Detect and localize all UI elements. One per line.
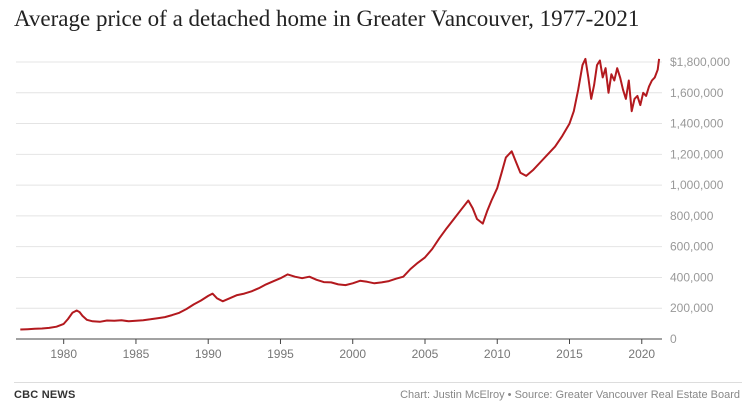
y-axis: 0 200,000 400,000 600,000 800,000 1,000,000 1,… — [670, 55, 730, 346]
x-tick-label: 2015 — [556, 347, 583, 361]
price-series-line — [20, 57, 661, 331]
x-tick-label: 2010 — [484, 347, 511, 361]
series — [20, 57, 661, 331]
y-tick-label: 1,200,000 — [670, 147, 724, 161]
x-tick-label: 1985 — [123, 347, 150, 361]
y-tick-label: 0 — [670, 332, 677, 346]
y-tick-label: 1,600,000 — [670, 86, 724, 100]
footer-divider — [14, 382, 742, 383]
y-tick-label: 1,400,000 — [670, 117, 724, 131]
x-tick-label: 2005 — [412, 347, 439, 361]
x-tick-label: 1995 — [267, 347, 294, 361]
x-tick-label: 1990 — [195, 347, 222, 361]
x-tick-label: 2020 — [628, 347, 655, 361]
y-tick-label: $1,800,000 — [670, 55, 730, 69]
chart-title: Average price of a detached home in Grea… — [14, 6, 640, 31]
y-tick-label: 800,000 — [670, 209, 714, 223]
x-axis — [16, 338, 662, 344]
x-tick-label: 1980 — [50, 347, 77, 361]
grid — [16, 61, 662, 309]
y-tick-label: 200,000 — [670, 301, 714, 315]
y-tick-label: 600,000 — [670, 240, 714, 254]
x-axis-labels: 1980 1985 1990 1995 2000 2005 2010 2015 2020 — [50, 347, 655, 361]
y-tick-label: 400,000 — [670, 270, 714, 284]
y-tick-label: 1,000,000 — [670, 178, 724, 192]
x-tick-label: 2000 — [339, 347, 366, 361]
source-credit: Chart: Justin McElroy • Source: Greater … — [400, 389, 740, 401]
brand-label: CBC NEWS — [14, 389, 76, 401]
